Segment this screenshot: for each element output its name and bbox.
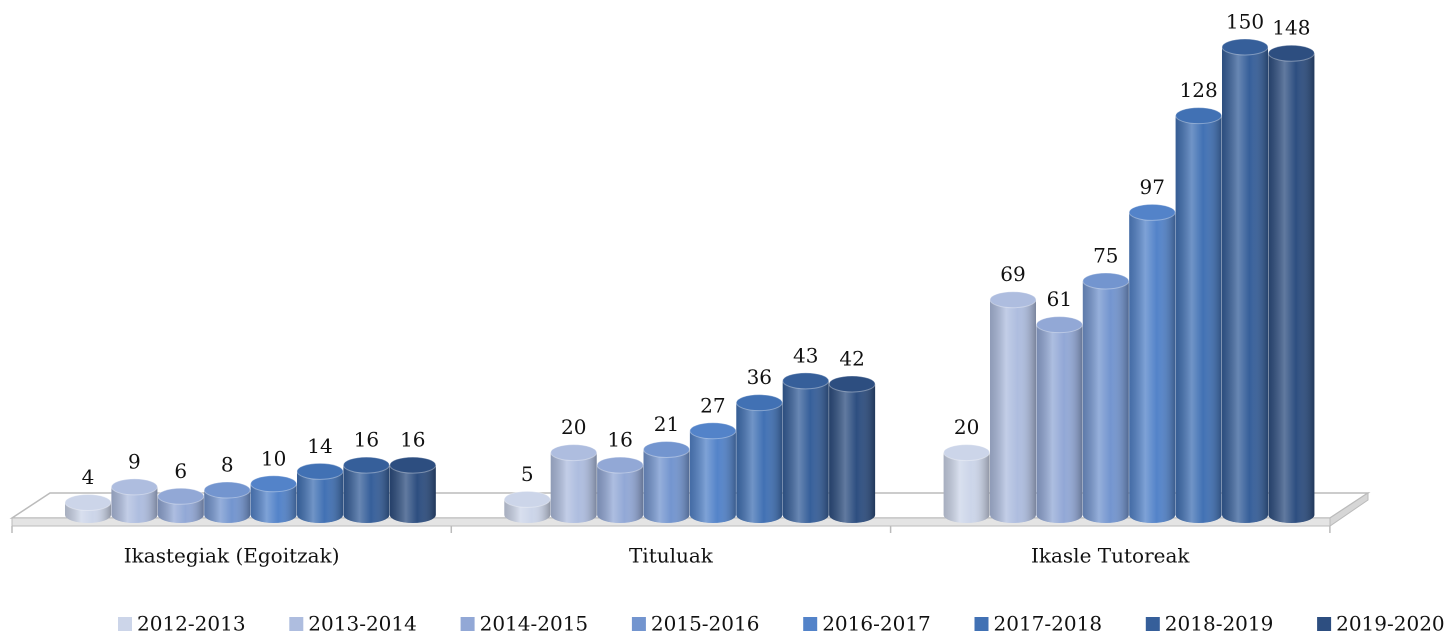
data-label: 61	[1047, 287, 1072, 311]
bar-top	[203, 481, 251, 499]
bar-shading	[1082, 281, 1129, 523]
data-label: 128	[1180, 78, 1218, 102]
data-label: 10	[261, 446, 286, 470]
floor-side	[1329, 492, 1369, 527]
bar-top	[250, 475, 298, 493]
data-label: 16	[354, 428, 379, 452]
data-label: 20	[954, 415, 979, 439]
bar-shading	[389, 465, 436, 523]
bar-shading	[736, 402, 783, 523]
bar-top	[596, 456, 644, 474]
bar-top	[1267, 44, 1315, 62]
bar-shading	[550, 452, 597, 523]
data-label: 4	[82, 465, 95, 489]
bar-shading	[204, 490, 251, 523]
bar-shading	[1268, 53, 1315, 524]
bar-shading	[1036, 324, 1083, 523]
data-label: 6	[174, 459, 187, 483]
data-label: 43	[793, 343, 818, 367]
bar-top	[943, 444, 991, 462]
legend-label: 2019-2020	[1336, 612, 1445, 636]
bar-top	[989, 291, 1037, 309]
bar-shading	[250, 483, 297, 523]
x-tick-label: Ikasle Tutoreak	[1031, 544, 1190, 568]
legend-label: 2014-2015	[480, 612, 589, 636]
data-label: 75	[1093, 244, 1118, 268]
bar-top	[828, 375, 876, 393]
bar-top	[1175, 107, 1223, 125]
legend-swatch	[460, 617, 475, 631]
bar-shading	[343, 465, 390, 523]
bar-shading	[782, 380, 829, 523]
x-tick-label: Ikastegiak (Egoitzak)	[124, 544, 340, 568]
bar-top	[689, 422, 737, 440]
data-label: 36	[747, 365, 772, 389]
bar-shading	[1129, 212, 1176, 524]
bar-top	[389, 456, 437, 474]
legend-label: 2017-2018	[994, 612, 1103, 636]
bar-shading	[1175, 115, 1222, 523]
bar-top	[503, 490, 551, 508]
bar-top	[782, 372, 830, 390]
bar-shading	[111, 486, 158, 523]
bar-top	[110, 478, 158, 496]
legend-label: 2013-2014	[308, 612, 417, 636]
data-label: 9	[128, 449, 141, 473]
legend-label: 2012-2013	[137, 612, 246, 636]
bar-shading	[643, 449, 690, 523]
legend-swatch	[974, 617, 989, 631]
data-label: 8	[221, 453, 234, 477]
data-label: 150	[1226, 10, 1264, 34]
bar-shading	[1222, 47, 1268, 523]
bar-top	[1082, 272, 1130, 290]
data-label: 21	[654, 412, 679, 436]
data-label: 148	[1272, 16, 1310, 40]
bar-shading	[990, 299, 1036, 523]
legend-label: 2016-2017	[822, 612, 931, 636]
legend-swatch	[1317, 617, 1332, 631]
bar-top	[1221, 38, 1269, 56]
bar-top	[1035, 316, 1083, 334]
bar-top	[735, 394, 783, 412]
bar-shading	[829, 383, 876, 523]
data-label: 20	[561, 415, 586, 439]
bar-shading	[297, 471, 343, 523]
data-label: 16	[400, 428, 425, 452]
bar-top	[342, 456, 390, 474]
bar-top	[550, 444, 598, 462]
bar-shading	[689, 430, 736, 523]
data-label: 14	[307, 434, 332, 458]
bar-top	[64, 494, 112, 512]
legend-swatch	[631, 617, 646, 631]
legend-swatch	[118, 617, 132, 631]
bar-top	[296, 462, 344, 480]
legend-label: 2015-2016	[651, 612, 760, 636]
data-label: 5	[521, 462, 534, 486]
bar-shading	[943, 452, 990, 523]
data-label: 69	[1000, 262, 1025, 286]
data-label: 42	[839, 346, 864, 370]
data-label: 27	[700, 393, 725, 417]
x-tick-label: Tituluak	[629, 544, 714, 568]
bar-top	[643, 440, 690, 458]
legend-label: 2018-2019	[1165, 612, 1274, 636]
data-label: 16	[607, 428, 632, 452]
bar-top	[1128, 203, 1176, 221]
data-label: 97	[1139, 175, 1164, 199]
bar-shading	[597, 465, 644, 523]
legend-swatch	[1145, 617, 1160, 631]
legend-swatch	[803, 617, 818, 631]
legend-swatch	[289, 617, 304, 631]
bar-top	[157, 487, 205, 505]
